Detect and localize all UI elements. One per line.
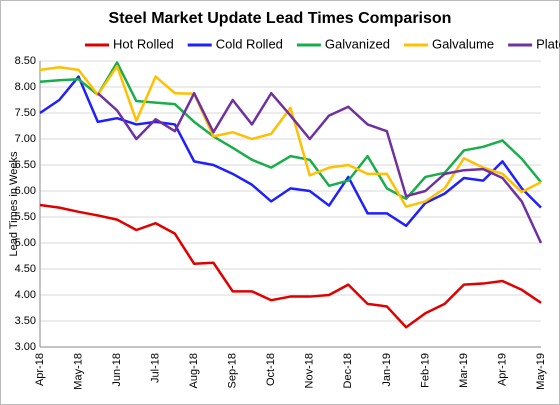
x-tick-label: Apr-19 — [496, 353, 508, 386]
y-tick-label: 5.50 — [15, 211, 36, 223]
series-line — [39, 64, 542, 208]
x-tick-label: Aug-18 — [188, 353, 200, 388]
y-tick-label: 7.50 — [15, 107, 36, 119]
y-tick-label: 3.50 — [15, 315, 36, 327]
series-line — [39, 203, 542, 329]
x-tick-label: May-18 — [72, 353, 84, 390]
x-tick-label: Mar-19 — [458, 353, 470, 388]
y-tick-label: 4.50 — [15, 263, 36, 275]
y-tick-label: 7.00 — [15, 133, 36, 145]
y-tick-label: 8.50 — [15, 55, 36, 67]
series-line — [96, 91, 543, 244]
y-tick-label: 4.00 — [15, 289, 36, 301]
x-tick-label: Sep-18 — [227, 353, 239, 388]
x-tick-label: May-19 — [535, 353, 547, 390]
x-tick-label: Nov-18 — [304, 353, 316, 388]
chart-title: Steel Market Update Lead Times Compariso… — [109, 10, 452, 27]
x-tick-label: Apr-18 — [34, 353, 46, 386]
series-line — [39, 61, 542, 201]
x-tick-label: Oct-18 — [265, 353, 277, 386]
y-tick-label: 3.00 — [15, 341, 36, 353]
x-tick-label: Jun-18 — [111, 353, 123, 387]
x-tick-label: Jan-19 — [381, 353, 393, 387]
y-tick-label: 5.00 — [15, 237, 36, 249]
legend-label: Plate — [536, 36, 560, 51]
y-tick-label: 8.00 — [15, 81, 36, 93]
legend-label: Galvanized — [325, 36, 390, 51]
legend-label: Galvalume — [432, 36, 494, 51]
legend-label: Hot Rolled — [113, 36, 174, 51]
y-tick-label: 6.50 — [15, 159, 36, 171]
y-axis-label: Lead Times in Weeks — [8, 151, 20, 256]
y-tick-label: 6.00 — [15, 185, 36, 197]
x-tick-label: Jul-18 — [150, 353, 162, 383]
x-tick-label: Dec-18 — [342, 353, 354, 388]
x-tick-label: Feb-19 — [419, 353, 431, 388]
legend-label: Cold Rolled — [216, 36, 283, 51]
